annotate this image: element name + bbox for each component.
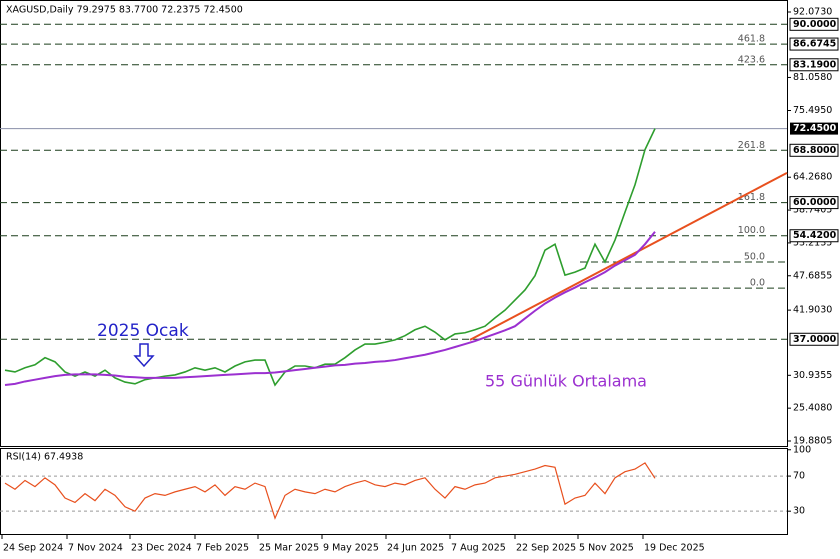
x-tick-label: 19 Dec 2025 [644, 543, 705, 554]
level-label-box [789, 17, 839, 31]
chart-title: XAGUSD,Daily 79.2975 83.7700 72.2375 72.… [6, 5, 243, 16]
fib-label: 261.8 [738, 140, 765, 151]
price-panel [0, 0, 788, 447]
level-label-box [789, 143, 839, 157]
x-tick-label: 7 Feb 2025 [196, 543, 249, 554]
level-label-box [789, 37, 839, 51]
x-tick-label: 7 Nov 2024 [68, 543, 123, 554]
level-label: 60.0000 [793, 197, 837, 208]
fib-label: 461.8 [738, 34, 765, 45]
y-tick-label: 100 [793, 444, 811, 455]
rsi-title: RSI(14) 67.4938 [6, 452, 83, 463]
level-label-box [789, 58, 839, 72]
y-tick-label: 81.0580 [793, 72, 832, 83]
y-tick-label: 47.6855 [793, 270, 832, 281]
x-tick-label: 23 Dec 2024 [131, 543, 192, 554]
y-tick-label: 58.7405 [793, 205, 832, 216]
annotation-arrow [133, 343, 155, 368]
y-tick-label: 70 [793, 471, 805, 482]
level-label-box [789, 229, 839, 243]
series-line [4, 231, 656, 387]
y-tick-label: 30 [793, 506, 805, 517]
y-tick-label: 92.0730 [793, 6, 832, 17]
fib-label: 100.0 [738, 225, 765, 236]
series-line [4, 128, 656, 387]
level-label: 83.1900 [793, 59, 837, 70]
annotation: 2025 Ocak [97, 321, 189, 341]
y-tick-label: 19.8805 [793, 436, 832, 447]
level-label: 68.8000 [793, 145, 837, 156]
fib-label: 50.0 [744, 252, 765, 263]
y-tick-label: 30.9355 [793, 370, 832, 381]
level-label: 86.6745 [793, 39, 836, 50]
y-tick-label: 75.4950 [793, 105, 832, 116]
y-tick-label: 25.4080 [793, 403, 832, 414]
rsi-panel [0, 448, 788, 535]
fib-label: 161.8 [738, 192, 765, 203]
series-line [4, 462, 656, 520]
level-label: 37.0000 [793, 334, 837, 345]
fib-label: 423.6 [738, 54, 765, 65]
level-label: 90.0000 [793, 19, 837, 30]
x-tick-label: 24 Sep 2024 [3, 543, 63, 554]
last-price-box [790, 122, 838, 135]
y-tick-label: 53.2135 [793, 237, 832, 248]
level-label-box [789, 196, 839, 210]
x-tick-label: 25 Mar 2025 [259, 543, 319, 554]
series-label: 55 Günlük Ortalama [485, 372, 647, 391]
y-tick-label: 41.9030 [793, 305, 832, 316]
x-tick-label: 22 Sep 2025 [516, 543, 576, 554]
level-label-box [789, 332, 839, 346]
y-tick-label: 64.2680 [793, 172, 832, 183]
last-price-label: 72.4500 [793, 123, 837, 134]
x-tick-label: 24 Jun 2025 [387, 543, 444, 554]
x-tick-label: 5 Nov 2025 [579, 543, 634, 554]
level-label: 54.4200 [793, 230, 837, 241]
x-tick-label: 7 Aug 2025 [451, 543, 506, 554]
x-tick-label: 9 May 2025 [323, 543, 379, 554]
trendline [469, 171, 788, 341]
fib-label: 0.0 [750, 278, 765, 289]
